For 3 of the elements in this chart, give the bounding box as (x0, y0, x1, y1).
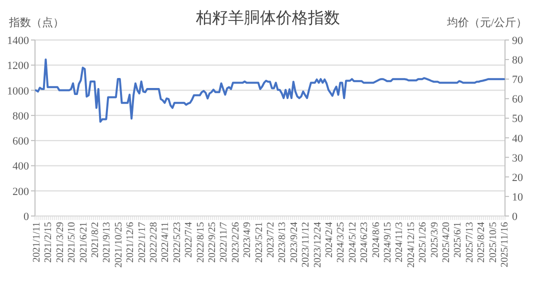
title: 柏籽羊胴体价格指数 (196, 10, 340, 27)
y2label: 均价（元/公斤） (446, 17, 527, 29)
ylabel: 指数（点） (9, 17, 64, 29)
